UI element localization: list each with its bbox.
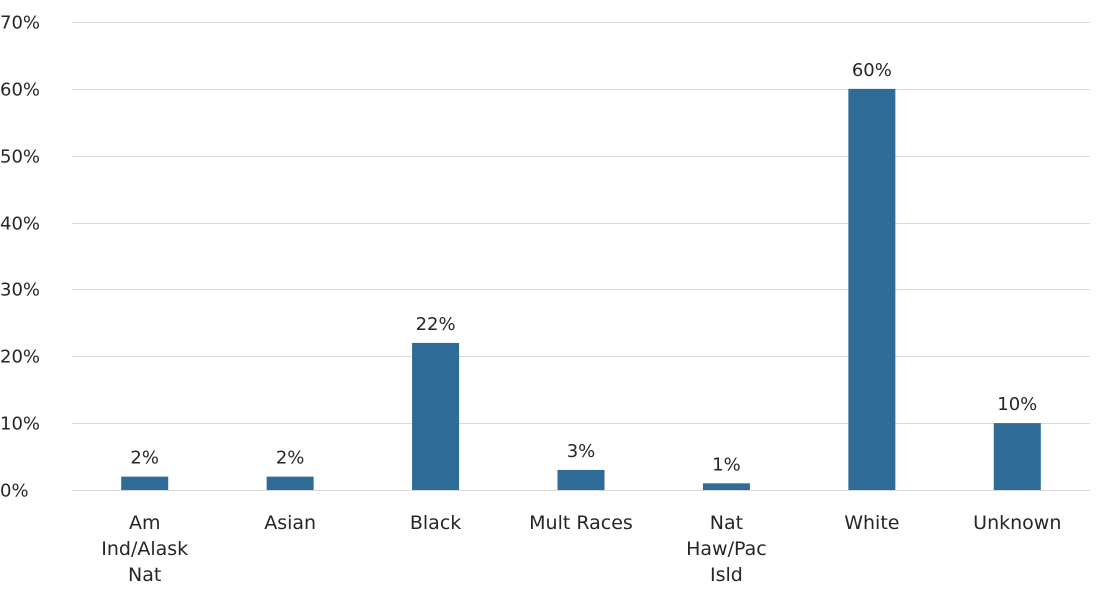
y-tick-label: 10% <box>0 414 40 435</box>
y-tick-label: 60% <box>0 80 40 101</box>
data-label: 2% <box>276 448 305 469</box>
x-category-label-line: Nat <box>128 564 161 586</box>
x-category-label-line: Asian <box>264 512 316 534</box>
bar <box>412 342 460 490</box>
bar <box>557 469 605 490</box>
data-label: 3% <box>567 441 596 462</box>
x-category-label-line: Nat <box>710 512 743 534</box>
x-category-label-line: Am <box>129 512 161 534</box>
x-category-label-line: Black <box>410 512 461 534</box>
x-category-label: Asian <box>264 512 316 534</box>
y-axis-tick-labels: 0% 10% 20% 30% 40% 50% 60% 70% <box>0 13 40 502</box>
x-category-label: Nat Haw/Pac Isld <box>686 512 767 586</box>
data-label: 60% <box>852 60 892 81</box>
data-label: 22% <box>416 314 456 335</box>
x-category-label-line: Haw/Pac <box>686 538 767 560</box>
x-category-label-line: Mult Races <box>529 512 633 534</box>
data-labels: 2% 2% 22% 3% 1% 60% 10% <box>130 60 1037 475</box>
bar <box>848 88 896 490</box>
bar <box>266 476 314 490</box>
x-category-label-line: Unknown <box>973 512 1061 534</box>
gridlines <box>72 22 1090 491</box>
y-tick-label: 50% <box>0 147 40 168</box>
y-tick-label: 0% <box>0 481 29 502</box>
y-tick-label: 20% <box>0 347 40 368</box>
x-category-label-line: Ind/Alask <box>101 538 188 560</box>
x-category-label-line: Isld <box>710 564 743 586</box>
data-label: 2% <box>130 448 159 469</box>
y-tick-label: 70% <box>0 13 40 34</box>
y-tick-label: 40% <box>0 214 40 235</box>
x-axis-category-labels: Am Ind/Alask Nat Asian Black Mult Races Nat Haw… <box>101 512 1061 586</box>
x-category-label: White <box>844 512 899 534</box>
x-category-label: Mult Races <box>529 512 633 534</box>
data-label: 10% <box>997 394 1037 415</box>
bar <box>121 476 169 490</box>
bar <box>993 423 1041 490</box>
bar <box>702 483 750 490</box>
y-tick-label: 30% <box>0 280 40 301</box>
x-category-label: Unknown <box>973 512 1061 534</box>
x-category-label: Am Ind/Alask Nat <box>101 512 188 586</box>
x-category-label: Black <box>410 512 461 534</box>
x-category-label-line: White <box>844 512 899 534</box>
data-label: 1% <box>712 454 741 475</box>
bars <box>121 88 1041 490</box>
